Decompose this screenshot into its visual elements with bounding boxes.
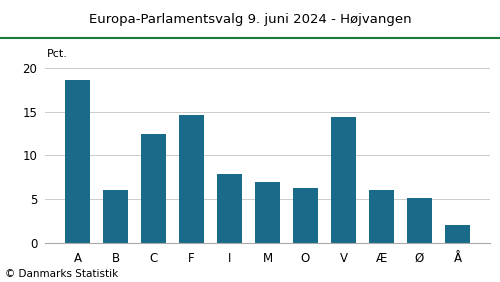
Bar — [293, 188, 318, 243]
Bar — [65, 80, 90, 243]
Bar — [369, 190, 394, 243]
Bar — [179, 115, 204, 243]
Bar — [407, 198, 432, 243]
Text: Pct.: Pct. — [47, 49, 68, 60]
Text: © Danmarks Statistik: © Danmarks Statistik — [5, 269, 118, 279]
Bar — [331, 117, 356, 243]
Bar — [217, 174, 242, 243]
Bar — [103, 190, 128, 243]
Bar — [141, 134, 166, 243]
Text: Europa-Parlamentsvalg 9. juni 2024 - Højvangen: Europa-Parlamentsvalg 9. juni 2024 - Høj… — [88, 13, 411, 26]
Bar — [445, 225, 470, 243]
Bar — [255, 182, 280, 243]
